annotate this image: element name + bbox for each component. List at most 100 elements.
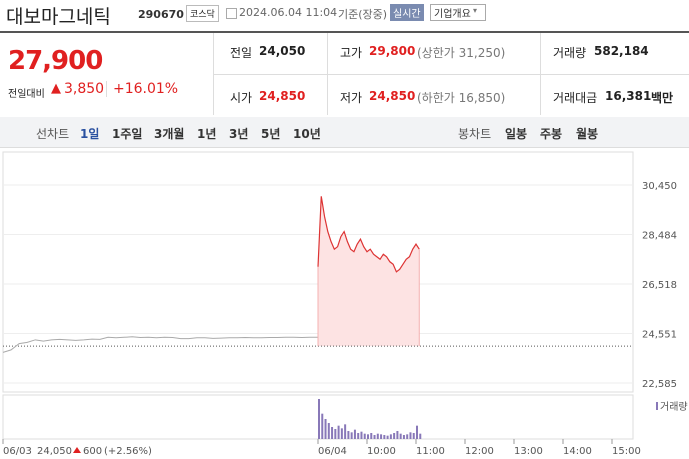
today-area — [318, 196, 420, 347]
volume-bar — [321, 413, 324, 439]
x-tick-label: 13:00 — [514, 446, 543, 457]
yesterday-line — [2, 336, 318, 353]
amount-unit: 백만 — [651, 91, 674, 105]
volume-bar — [360, 431, 363, 439]
volume-bar — [393, 433, 396, 439]
range-tab[interactable]: 5년 — [261, 127, 281, 141]
today-line — [317, 196, 420, 273]
x-tick-label: 06/03 — [3, 446, 32, 457]
volume-bar — [396, 431, 399, 439]
realtime-badge[interactable]: 실시간 — [390, 4, 424, 21]
status: 기준(장중) — [338, 8, 388, 21]
amount: 16,381 — [605, 89, 652, 103]
volume-bar — [373, 435, 376, 439]
price-chart: 30,450 28,484 26,518 24,551 22,585 거래량 06/03 06… — [2, 151, 688, 457]
candle-tab[interactable]: 일봉 — [505, 127, 528, 141]
y-tick-label: 22,585 — [642, 379, 677, 390]
tab-label[interactable]: 봉차트 — [458, 127, 492, 141]
clock-icon — [226, 8, 237, 19]
range-tab[interactable]: 10년 — [293, 127, 321, 141]
y-tick-label: 30,450 — [642, 181, 677, 192]
range-tab[interactable]: 3년 — [229, 127, 249, 141]
x-tick-label: 14:00 — [563, 446, 592, 457]
volume-bar — [347, 431, 350, 439]
volume-bar — [350, 432, 353, 439]
prev-pct: (+2.56%) — [104, 446, 152, 457]
dropdown-arrow: ▾ — [473, 6, 478, 15]
up-icon — [73, 447, 81, 453]
prev-close-summary: 24,050 — [37, 446, 72, 457]
divider — [213, 33, 214, 115]
volume-bar — [370, 433, 373, 439]
high: 29,800 — [369, 44, 416, 58]
volume-bar — [340, 428, 343, 439]
volume-label: 거래량 — [553, 46, 587, 60]
x-tick-label: 10:00 — [367, 446, 396, 457]
volume-bar — [376, 433, 379, 439]
current-price: 27,900 — [8, 46, 103, 76]
y-tick-label: 28,484 — [642, 230, 677, 241]
stock-code: 290670 — [138, 8, 184, 21]
divider — [214, 74, 689, 75]
overview-button[interactable]: 기업개요 — [430, 4, 486, 21]
candle-tab[interactable]: 주봉 — [540, 127, 563, 141]
amount-label: 거래대금 — [553, 91, 598, 105]
plot-frame — [2, 151, 634, 393]
volume-bar — [324, 419, 327, 439]
high-label: 고가 — [340, 46, 363, 60]
candle-tab[interactable]: 월봉 — [576, 127, 599, 141]
volume-bar — [331, 427, 334, 439]
volume-bar — [409, 432, 412, 439]
volume-bar — [383, 435, 386, 439]
volume-bar — [386, 435, 389, 439]
prev-change: 600 — [83, 446, 102, 457]
volume-bar — [334, 429, 337, 439]
datetime: 2024.06.04 11:04 — [239, 6, 338, 19]
range-tab[interactable]: 3개월 — [154, 127, 185, 141]
volume-bar — [406, 434, 409, 439]
volume-legend: 거래량 — [660, 401, 688, 413]
change-pct: +16.01% — [106, 81, 178, 97]
change-label: 전일대비 — [8, 89, 45, 100]
tab-bar: 선차트 1일 1주일 3개월 1년 3년 5년 10년 봉차트 일봉 주봉 월봉 — [0, 117, 689, 148]
low-label: 저가 — [340, 91, 363, 105]
open-label: 시가 — [230, 91, 253, 105]
x-tick-label: 06/04 — [318, 446, 347, 457]
volume-bar — [389, 434, 392, 439]
volume-bar — [337, 425, 340, 439]
tab-label[interactable]: 선차트 — [36, 127, 70, 141]
stock-name: 대보마그네틱 — [6, 6, 111, 28]
y-tick-label: 26,518 — [642, 280, 677, 291]
change-icon: ▲ — [51, 81, 61, 96]
range-tab[interactable]: 1주일 — [112, 127, 143, 141]
legend-swatch — [656, 402, 658, 410]
volume-bar — [412, 433, 415, 439]
volume-bar — [357, 433, 360, 439]
open: 24,850 — [259, 89, 306, 103]
range-tab[interactable]: 1일 — [80, 127, 100, 141]
volume-bar — [402, 435, 405, 439]
x-tick-label: 11:00 — [416, 446, 445, 457]
volume-bar — [327, 423, 330, 439]
prev: 24,050 — [259, 44, 306, 58]
x-tick-label: 12:00 — [465, 446, 494, 457]
volume-bar — [419, 433, 422, 439]
y-tick-label: 24,551 — [642, 330, 677, 341]
volume-bar — [367, 434, 369, 439]
prev-label: 전일 — [230, 46, 253, 60]
volume-bar — [380, 434, 383, 439]
upper-limit: (상한가 31,250) — [417, 46, 506, 60]
volume-bar — [399, 433, 402, 439]
volume-bar — [353, 429, 356, 439]
low: 24,850 — [369, 89, 416, 103]
volume-bar — [318, 399, 320, 439]
volume-bar — [344, 424, 347, 439]
x-tick-label: 15:00 — [612, 446, 641, 457]
volume-bar — [416, 425, 418, 439]
change: 3,850 — [64, 81, 105, 97]
volume: 582,184 — [594, 44, 649, 58]
volume-bar — [363, 433, 366, 439]
lower-limit: (하한가 16,850) — [417, 91, 506, 105]
range-tab[interactable]: 1년 — [197, 127, 217, 141]
